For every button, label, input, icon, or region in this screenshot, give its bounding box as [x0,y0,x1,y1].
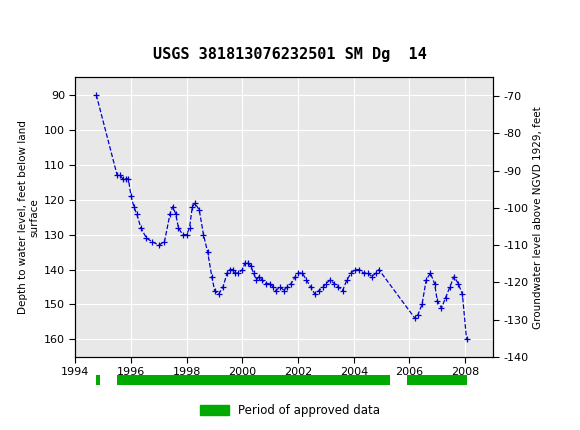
Legend: Period of approved data: Period of approved data [195,399,385,422]
Y-axis label: Depth to water level, feet below land
surface: Depth to water level, feet below land su… [18,120,39,314]
Text: USGS 381813076232501 SM Dg  14: USGS 381813076232501 SM Dg 14 [153,47,427,62]
Text: ≡USGS: ≡USGS [9,17,63,35]
Y-axis label: Groundwater level above NGVD 1929, feet: Groundwater level above NGVD 1929, feet [532,106,543,329]
